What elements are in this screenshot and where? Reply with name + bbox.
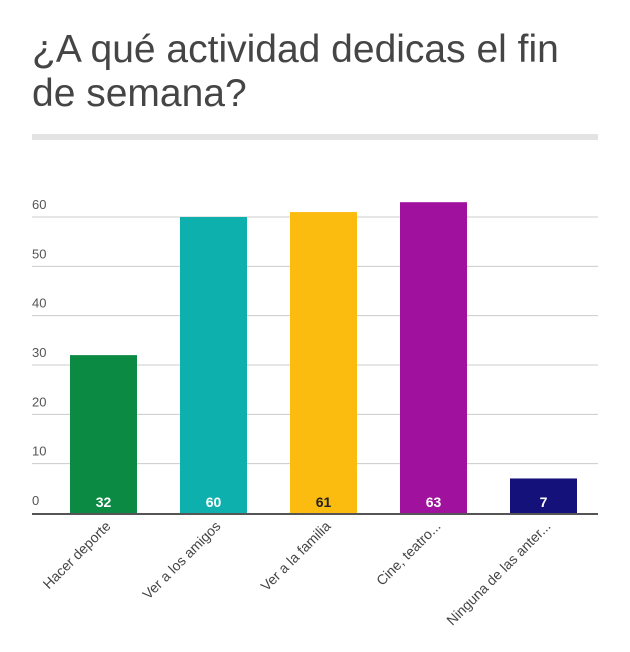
y-tick-label: 50 — [32, 246, 46, 261]
y-tick-label: 20 — [32, 394, 46, 409]
y-tick-label: 40 — [32, 296, 46, 311]
data-label: 32 — [96, 494, 112, 510]
data-label: 61 — [316, 494, 332, 510]
y-tick-label: 0 — [32, 493, 39, 508]
data-label: 63 — [426, 494, 442, 510]
x-tick-label: Cine, teatro... — [373, 518, 444, 589]
x-tick-label: Ninguna de las anter... — [443, 518, 553, 628]
bar — [180, 217, 247, 513]
data-label: 7 — [540, 494, 548, 510]
y-tick-label: 30 — [32, 345, 46, 360]
bar — [70, 355, 137, 513]
y-tick-label: 60 — [32, 197, 46, 212]
bar — [290, 212, 357, 514]
x-tick-label: Ver a la familia — [257, 518, 333, 594]
bar — [400, 202, 467, 513]
title-divider — [32, 134, 598, 140]
x-tick-label: Ver a los amigos — [139, 518, 223, 602]
x-tick-label: Hacer deporte — [40, 518, 114, 592]
chart-title: ¿A qué actividad dedicas el fin de seman… — [32, 28, 559, 115]
data-label: 60 — [206, 494, 222, 510]
y-tick-label: 10 — [32, 444, 46, 459]
bar — [510, 478, 577, 513]
